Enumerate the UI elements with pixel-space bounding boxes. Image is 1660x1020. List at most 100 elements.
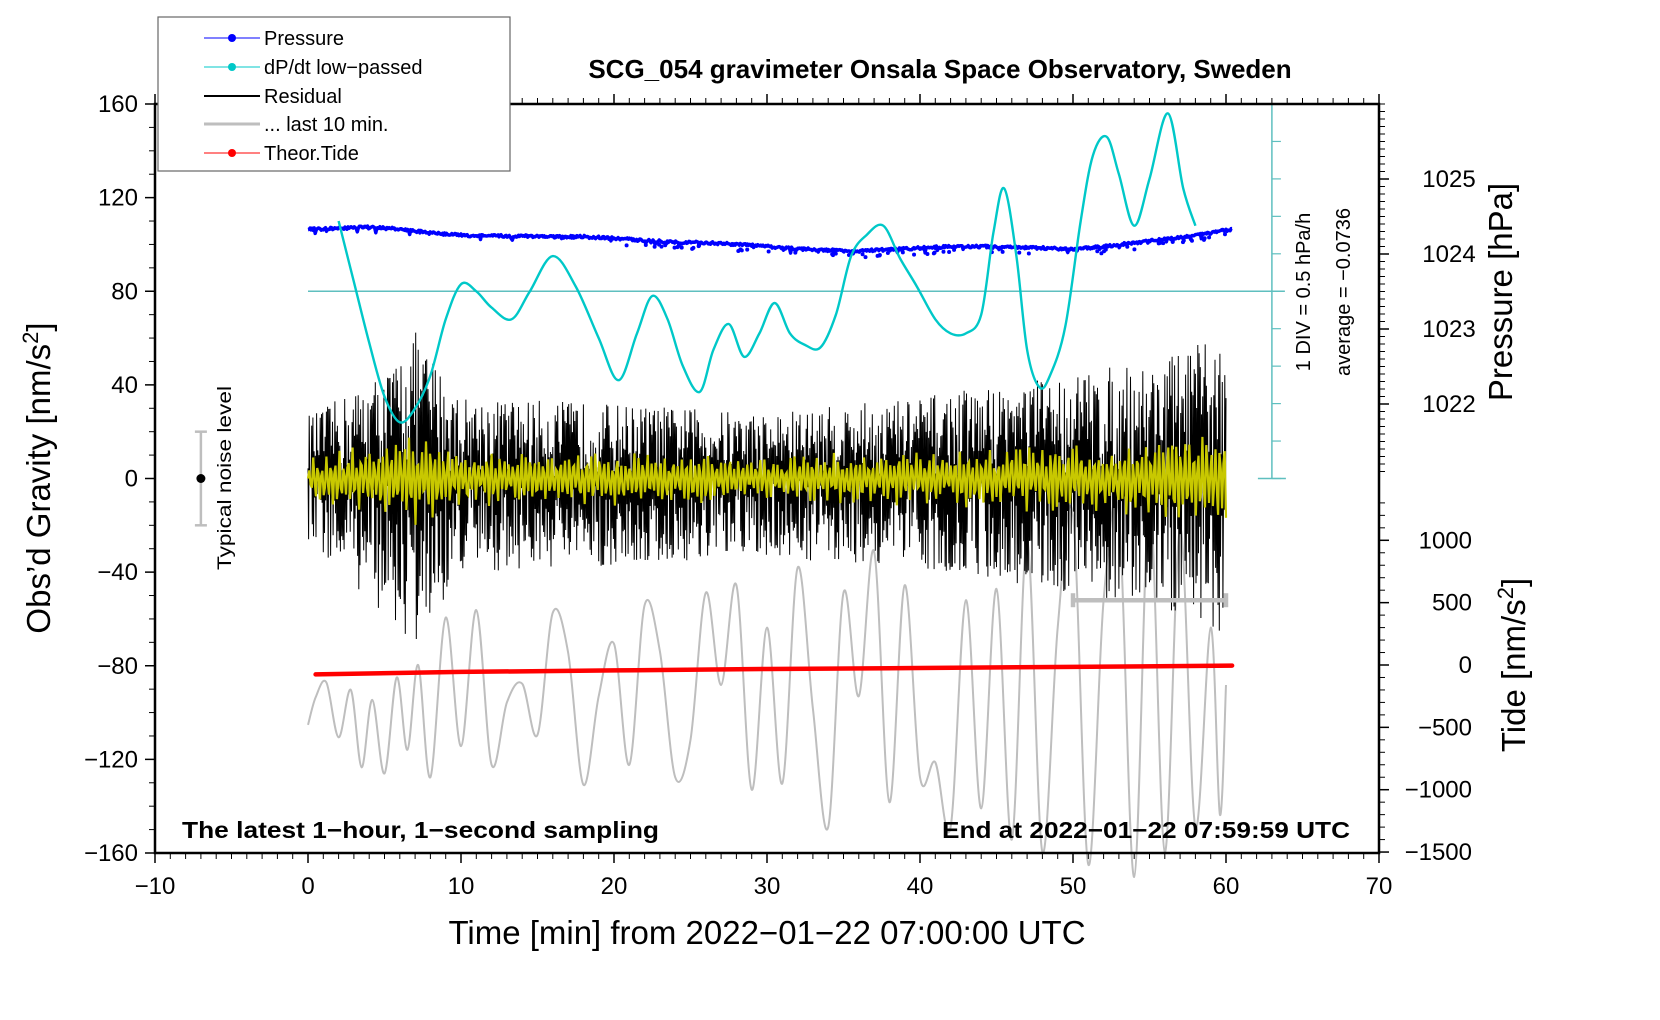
y-left-tick-label: −120 (84, 746, 138, 773)
pressure-point (900, 250, 905, 255)
legend-label-last-10-min: ... last 10 min. (264, 114, 389, 136)
pressure-point (831, 253, 836, 258)
y-tide-tick-label: 500 (1432, 590, 1472, 617)
y-tide-tick-label: 0 (1459, 652, 1472, 679)
pressure-point (736, 249, 741, 254)
pressure-point (675, 245, 680, 250)
legend-item-theor-tide: Theor.Tide (204, 143, 359, 165)
y-tide-tick-label: −500 (1418, 714, 1472, 741)
legend-item-pressure: Pressure (204, 28, 344, 50)
legend-box (157, 16, 511, 172)
theor-tide-line (313, 663, 1235, 677)
series-residual-smoothed (306, 436, 1228, 525)
pressure-point (659, 244, 664, 249)
pressure-point (860, 252, 865, 257)
y-left-tick-label: 80 (111, 278, 138, 305)
pressure-point (652, 244, 657, 249)
x-tick-label: 0 (301, 873, 314, 900)
legend-label-theor-tide: Theor.Tide (264, 143, 359, 165)
pressure-point (885, 250, 890, 255)
y-axis-label-left: Obs’d Gravity [nm/s2] (18, 322, 58, 633)
pressure-line (307, 224, 1233, 256)
y-axis-label-left-sup: 2 (18, 332, 43, 344)
legend-label-residual: Residual (264, 86, 342, 108)
pressure-point (1026, 251, 1031, 256)
pressure-point (739, 248, 744, 253)
pressure-point (1102, 249, 1107, 254)
pressure-point (624, 243, 629, 248)
pressure-point (1207, 235, 1212, 240)
x-tick-label: 60 (1213, 873, 1240, 900)
noise-bar-center-dot (196, 474, 206, 483)
pressure-point (1132, 247, 1137, 252)
residual-line (307, 332, 1227, 640)
pressure-point (1158, 240, 1163, 245)
x-tick-label: 50 (1060, 873, 1087, 900)
legend-item-dpdt: dP/dt low−passed (204, 57, 422, 79)
y-axis-label-pressure: Pressure [hPa] (1482, 183, 1519, 401)
y-axis-label-tide-sup: 2 (1493, 587, 1518, 599)
x-tick-label: 70 (1366, 873, 1393, 900)
x-axis-label: Time [min] from 2022−01−22 07:00:00 UTC (448, 914, 1085, 951)
y-axis-label-left-text: Obs’d Gravity [nm/s (20, 344, 57, 634)
legend-label-dpdt: dP/dt low−passed (264, 57, 422, 79)
pressure-point (925, 251, 930, 256)
y-left-tick-label: 120 (98, 185, 138, 212)
pressure-point (947, 250, 952, 255)
pressure-point (1180, 240, 1185, 245)
axes: −10 0 10 20 30 40 50 60 70 160 120 80 40 0 −40 −80 −120 −… (84, 91, 1476, 900)
pressure-point (679, 245, 684, 250)
y-axis-label-tide-text: Tide [nm/s (1495, 599, 1532, 752)
x-tick-label: 30 (754, 873, 781, 900)
y-left-tick-label: −160 (84, 840, 138, 867)
pressure-point (1017, 250, 1022, 255)
series-residual (307, 332, 1227, 640)
y-axis-label-tide: Tide [nm/s2] (1493, 578, 1533, 752)
pressure-point (745, 247, 750, 252)
y-axis-label-left-close: ] (20, 322, 57, 331)
y-tide-tick-label: 1000 (1419, 527, 1472, 554)
legend-swatch-tide-dot (228, 149, 236, 157)
dpdt-line (337, 112, 1197, 424)
series-theoretical-tide (313, 663, 1235, 677)
y-pressure-tick-label: 1023 (1422, 316, 1475, 343)
y-axis-label-tide-close: ] (1495, 578, 1532, 587)
chart-title: SCG_054 gravimeter Onsala Space Observat… (588, 54, 1291, 84)
y-tide-tick-label: −1000 (1405, 777, 1472, 804)
pressure-point (793, 250, 798, 255)
pressure-point (1189, 238, 1194, 243)
noise-level-label: Typical noise level (215, 386, 236, 570)
pressure-point (1222, 232, 1227, 237)
legend: Pressure dP/dt low−passed Residual ... l… (157, 16, 511, 172)
pressure-point (941, 249, 946, 254)
x-tick-label: 40 (907, 873, 934, 900)
pressure-point (1000, 249, 1005, 254)
legend-swatch-dpdt-dot (228, 63, 236, 71)
pressure-point (1125, 244, 1130, 249)
y-pressure-tick-label: 1022 (1422, 391, 1475, 418)
pressure-point (691, 245, 696, 250)
pressure-point (863, 255, 868, 260)
pressure-point (696, 244, 701, 249)
y-tide-tick-label: −1500 (1405, 839, 1472, 866)
y-left-tick-label: −40 (97, 559, 138, 586)
x-tick-label: 10 (448, 873, 475, 900)
pressure-point (952, 247, 957, 252)
series-dpdt-low-passed (337, 112, 1197, 424)
annotations (194, 430, 1229, 608)
legend-item-last-10-min: ... last 10 min. (204, 114, 389, 136)
x-tick-label: −10 (135, 873, 176, 900)
pressure-point (643, 242, 648, 247)
legend-item-residual: Residual (204, 86, 342, 108)
pressure-point (1202, 236, 1207, 241)
pressure-point (931, 251, 936, 256)
pressure-point (1170, 239, 1175, 244)
pressure-point (1095, 249, 1100, 254)
dpdt-average-label: average = −0.0736 (1333, 208, 1355, 376)
dpdt-scale-label: 1 DIV = 0.5 hPa/h (1293, 213, 1315, 371)
y-pressure-tick-label: 1025 (1422, 166, 1475, 193)
pressure-point (663, 243, 668, 248)
y-left-tick-label: −80 (97, 653, 138, 680)
y-left-tick-label: 0 (125, 466, 138, 493)
annotation-sampling: The latest 1−hour, 1−second sampling (182, 817, 659, 843)
